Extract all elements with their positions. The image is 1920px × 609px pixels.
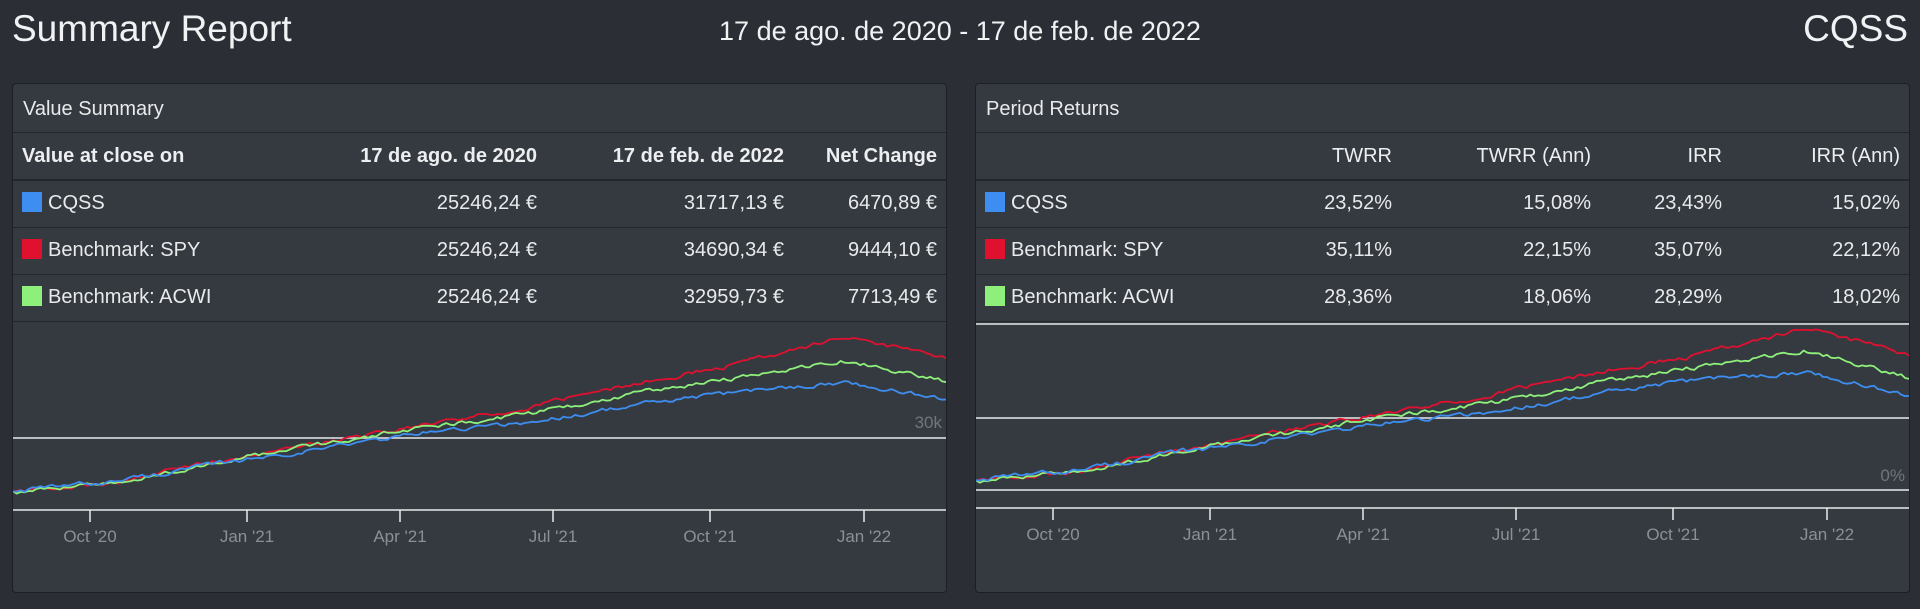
table-row: CQSS 23,52% 15,08% 23,43% 15,02% bbox=[976, 180, 1909, 227]
series-line-benchmark-spy bbox=[976, 328, 1909, 482]
page-title: Summary Report bbox=[12, 8, 292, 49]
table-row: Benchmark: SPY 35,11% 22,15% 35,07% 22,1… bbox=[976, 227, 1909, 274]
report-header: Summary Report 17 de ago. de 2020 - 17 d… bbox=[0, 0, 1920, 66]
series-name-cell: Benchmark: ACWI bbox=[13, 274, 253, 321]
series-name-cell: Benchmark: SPY bbox=[13, 227, 253, 274]
twrr-cell: 28,36% bbox=[1324, 286, 1392, 308]
x-tick-label: Jul '21 bbox=[529, 527, 578, 546]
twrr-cell: 23,52% bbox=[1324, 192, 1392, 215]
legend-swatch bbox=[985, 192, 1005, 213]
panel-title: Value Summary bbox=[13, 84, 946, 133]
net-change-cell: 7713,49 € bbox=[848, 286, 937, 308]
x-tick-label: Oct '21 bbox=[1646, 525, 1699, 544]
period-returns-table: TWRR TWRR (Ann) IRR IRR (Ann) CQSS 23,52… bbox=[976, 133, 1909, 322]
series-line-benchmark-acwi bbox=[976, 349, 1909, 484]
series-name-cell: CQSS bbox=[13, 180, 253, 227]
x-tick-label: Jan '21 bbox=[1183, 525, 1237, 544]
irr-ann-cell: 15,02% bbox=[1832, 192, 1900, 215]
twrr-ann-cell: 15,08% bbox=[1523, 192, 1591, 215]
irr-ann-cell: 18,02% bbox=[1832, 286, 1900, 308]
table-row: Benchmark: ACWI 25246,24 € 32959,73 € 77… bbox=[13, 274, 946, 321]
y-tick-label: 30k bbox=[915, 413, 943, 432]
table-row: Benchmark: SPY 25246,24 € 34690,34 € 944… bbox=[13, 227, 946, 274]
series-name: Benchmark: ACWI bbox=[48, 286, 212, 308]
x-tick-label: Jan '22 bbox=[837, 527, 891, 546]
end-value-cell: 32959,73 € bbox=[683, 286, 784, 308]
column-header bbox=[976, 133, 1216, 180]
x-tick-label: Oct '20 bbox=[1026, 525, 1079, 544]
table-row: Benchmark: ACWI 28,36% 18,06% 28,29% 18,… bbox=[976, 274, 1909, 321]
legend-swatch bbox=[22, 286, 42, 306]
net-change-cell: 6470,89 € bbox=[848, 192, 937, 215]
series-name-cell: Benchmark: SPY bbox=[976, 227, 1216, 274]
table-row: CQSS 25246,24 € 31717,13 € 6470,89 € bbox=[13, 180, 946, 227]
date-range: 17 de ago. de 2020 - 17 de feb. de 2022 bbox=[719, 16, 1201, 46]
twrr-ann-cell: 18,06% bbox=[1523, 286, 1591, 308]
returns-line-chart: Oct '20 Jan '21 Apr '21 Jul '21 Oct '21 Jan '… bbox=[976, 323, 1909, 544]
column-header: TWRR (Ann) bbox=[1476, 144, 1591, 167]
column-header: 17 de feb. de 2022 bbox=[612, 144, 784, 167]
value-line-chart: Oct '20 Jan '21 Apr '21 Jul '21 Oct '21 Jan '… bbox=[13, 337, 946, 546]
series-name: Benchmark: SPY bbox=[1011, 239, 1164, 261]
column-header: TWRR bbox=[1332, 144, 1392, 167]
legend-swatch bbox=[22, 239, 42, 259]
series-line-benchmark-spy bbox=[13, 337, 946, 493]
period-returns-panel: Period Returns TWRR TWRR (Ann) IRR IRR (… bbox=[975, 83, 1910, 593]
x-tick-label: Oct '20 bbox=[63, 527, 116, 546]
series-name-cell: CQSS bbox=[976, 180, 1216, 227]
series-name: CQSS bbox=[48, 192, 105, 215]
x-tick-label: Oct '21 bbox=[683, 527, 736, 546]
irr-cell: 23,43% bbox=[1654, 192, 1722, 215]
series-name: Benchmark: SPY bbox=[48, 239, 201, 261]
twrr-ann-cell: 22,15% bbox=[1523, 239, 1591, 261]
column-header: Value at close on bbox=[22, 144, 185, 167]
twrr-cell: 35,11% bbox=[1325, 239, 1392, 261]
legend-swatch bbox=[22, 192, 42, 213]
series-name: CQSS bbox=[1011, 192, 1068, 215]
value-summary-table: Value at close on 17 de ago. de 2020 17 … bbox=[13, 133, 946, 322]
series-line-cqss bbox=[976, 370, 1909, 482]
series-line-cqss bbox=[13, 380, 946, 493]
table-header-row: Value at close on 17 de ago. de 2020 17 … bbox=[13, 133, 946, 180]
start-value-cell: 25246,24 € bbox=[436, 239, 537, 261]
x-tick-label: Apr '21 bbox=[1336, 525, 1389, 544]
column-header: IRR bbox=[1687, 144, 1722, 167]
legend-swatch bbox=[985, 286, 1005, 306]
account-name: CQSS bbox=[1803, 8, 1908, 49]
y-tick-label: 0% bbox=[1880, 466, 1905, 485]
table-header-row: TWRR TWRR (Ann) IRR IRR (Ann) bbox=[976, 133, 1909, 180]
net-change-cell: 9444,10 € bbox=[848, 239, 937, 261]
x-tick-label: Apr '21 bbox=[373, 527, 426, 546]
value-summary-panel: Value Summary Value at close on 17 de ag… bbox=[12, 83, 947, 593]
series-name-cell: Benchmark: ACWI bbox=[976, 274, 1216, 321]
irr-cell: 35,07% bbox=[1654, 239, 1722, 261]
column-header: Net Change bbox=[825, 144, 937, 167]
x-tick-label: Jan '21 bbox=[220, 527, 274, 546]
series-name: Benchmark: ACWI bbox=[1011, 286, 1175, 308]
column-header: IRR (Ann) bbox=[1811, 144, 1900, 167]
panel-title: Period Returns bbox=[976, 84, 1909, 133]
irr-cell: 28,29% bbox=[1654, 286, 1722, 308]
x-tick-label: Jul '21 bbox=[1492, 525, 1541, 544]
end-value-cell: 31717,13 € bbox=[683, 192, 784, 215]
column-header: 17 de ago. de 2020 bbox=[360, 144, 537, 167]
series-line-benchmark-acwi bbox=[13, 360, 946, 495]
start-value-cell: 25246,24 € bbox=[436, 286, 537, 308]
x-tick-label: Jan '22 bbox=[1800, 525, 1854, 544]
end-value-cell: 34690,34 € bbox=[683, 239, 784, 261]
legend-swatch bbox=[985, 239, 1005, 259]
start-value-cell: 25246,24 € bbox=[436, 192, 537, 215]
irr-ann-cell: 22,12% bbox=[1832, 239, 1900, 261]
